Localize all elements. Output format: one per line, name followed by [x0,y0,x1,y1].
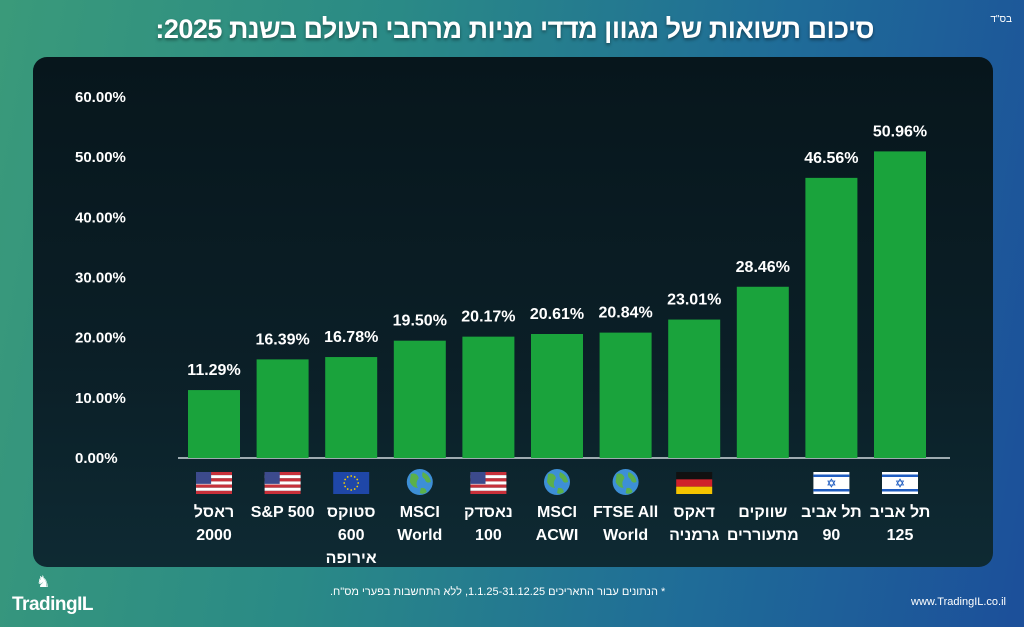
bar [668,319,721,458]
corner-mark: בס"ד [990,14,1012,25]
data-label: 50.96% [873,123,927,140]
bar [462,336,515,458]
x-tick-label: מתעוררים [727,527,799,544]
x-tick-label: אירופה [326,550,377,567]
data-label: 20.61% [530,306,584,323]
x-tick-label: דאקס [673,504,715,521]
bar [188,390,240,458]
bar [531,333,583,458]
bar [393,340,446,458]
bull-logo-icon: ♞ [36,574,51,591]
eu-flag-icon [333,472,370,494]
data-label: 16.78% [324,329,378,346]
x-tick-label: MSCI [537,504,577,521]
bar [325,357,378,458]
x-tick-label: ACWI [536,527,579,544]
data-label: 46.56% [804,150,858,167]
y-tick-label: 30.00% [75,270,126,287]
y-tick-label: 0.00% [75,450,118,467]
globe-icon [544,469,570,495]
page-title: סיכום תשואות של מגוון מדדי מניות מרחבי ה… [155,14,874,44]
globe-icon [612,469,639,495]
israel-flag-icon [882,472,918,494]
x-tick-label: MSCI [400,504,440,521]
data-label: 28.46% [736,259,790,276]
data-label: 11.29% [187,362,240,379]
x-tick-label: World [603,527,648,544]
israel-flag-icon [813,472,850,494]
x-tick-label: נאסדק [464,504,513,521]
bar [256,359,309,458]
footnote: * הנתונים עבור התאריכים 1.1.25-31.12.25,… [330,586,666,598]
x-tick-label: תל אביב [801,503,862,521]
x-tick-label: 90 [823,527,841,544]
data-label: 19.50% [393,313,447,330]
x-tick-label: 600 [338,527,365,544]
x-tick-label: תל אביב [870,503,931,521]
data-label: 20.17% [461,309,515,326]
germany-flag-icon [676,472,713,494]
x-tick-label: גרמניה [669,527,720,544]
x-tick-label: שווקים [738,504,787,521]
bar [599,332,652,458]
bar [736,286,789,458]
globe-icon [406,469,433,495]
x-tick-label: 2000 [196,527,232,544]
y-tick-label: 20.00% [75,330,126,347]
bar [805,177,858,458]
x-tick-label: 125 [887,527,914,544]
logo: TradingIL [12,594,94,615]
website-link[interactable]: www.TradingIL.co.il [911,596,1006,608]
us-flag-icon [470,472,507,494]
x-tick-label: 100 [475,527,502,544]
data-label: 20.84% [598,305,652,322]
y-tick-label: 10.00% [75,390,126,407]
y-tick-label: 40.00% [75,209,126,226]
us-flag-icon [196,472,232,494]
x-tick-label: S&P 500 [251,504,315,521]
x-tick-label: World [397,527,442,544]
y-tick-label: 50.00% [75,149,126,166]
data-label: 23.01% [667,292,721,309]
data-label: 16.39% [255,331,309,348]
us-flag-icon [264,472,301,494]
bar [874,151,926,458]
y-tick-label: 60.00% [75,89,126,106]
x-tick-label: FTSE All [593,504,658,521]
x-tick-label: סטוקס [327,504,376,521]
x-tick-label: ראסל [194,503,234,521]
